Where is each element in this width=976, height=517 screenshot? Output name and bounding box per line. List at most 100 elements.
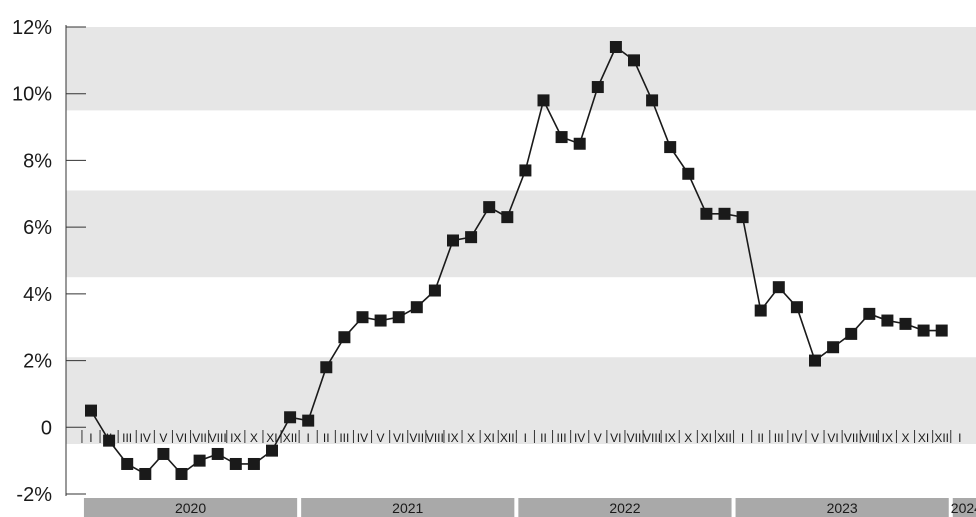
x-month-label: XII [934, 431, 949, 445]
x-month-label: I [741, 431, 744, 445]
x-axis: IIIIIIIVVVIVIIVIIIIXXXIXIIIIIIIIIVVVIVII… [81, 430, 961, 445]
x-month-label: XI [266, 431, 277, 445]
x-month-label: XII [283, 431, 298, 445]
x-month-label: VII [192, 431, 207, 445]
x-month-label: VI [393, 431, 404, 445]
data-point [266, 444, 278, 457]
year-bar [735, 498, 949, 517]
y-tick-label: -2% [16, 484, 52, 506]
x-month-label: VIII [426, 431, 444, 445]
data-point [573, 137, 586, 150]
year-label: 2022 [609, 500, 640, 516]
x-month-label: X [250, 431, 258, 445]
year-bar [301, 498, 515, 517]
year-label: 2021 [392, 500, 423, 516]
data-point [447, 234, 459, 247]
data-point [827, 341, 840, 354]
data-point [917, 324, 930, 337]
y-tick-label: 10% [12, 84, 52, 106]
y-axis: -2% 0 2% 4% 6% 8% 10% 12% [12, 17, 86, 506]
y-tick-label: 6% [23, 217, 52, 239]
data-point [193, 454, 206, 467]
x-month-label: V [811, 431, 819, 445]
year-bar [952, 498, 976, 517]
x-month-label: V [159, 431, 167, 445]
data-point [284, 411, 297, 424]
x-month-label: VIII [643, 431, 661, 445]
data-point [754, 304, 767, 317]
data-point [501, 211, 514, 224]
x-month-label: VII [409, 431, 424, 445]
x-month-label: V [594, 431, 602, 445]
data-point [772, 281, 785, 294]
data-point [428, 284, 441, 297]
data-point [628, 54, 640, 67]
x-month-label: X [901, 431, 909, 445]
grid-band [66, 190, 976, 278]
data-point [700, 207, 713, 220]
data-point [790, 301, 803, 314]
grid-band [66, 357, 976, 444]
year-label: 2024 [951, 500, 976, 516]
plot-area [85, 41, 948, 480]
data-point [374, 314, 387, 327]
data-point [85, 404, 97, 417]
grid-bands [66, 27, 976, 444]
x-month-label: XII [500, 431, 515, 445]
x-month-label: VII [844, 431, 859, 445]
data-point [465, 231, 478, 244]
x-month-label: II [323, 431, 330, 445]
data-point [899, 317, 912, 330]
data-point [229, 457, 242, 470]
x-month-label: II [757, 431, 764, 445]
x-month-label: IX [230, 431, 241, 445]
data-point [139, 467, 152, 480]
x-month-label: I [306, 431, 309, 445]
x-month-label: VIII [860, 431, 878, 445]
data-point [338, 331, 351, 344]
data-point [682, 167, 695, 180]
data-point [302, 414, 315, 427]
x-month-label: VI [176, 431, 187, 445]
x-month-label: XI [483, 431, 494, 445]
y-tick-label: 2% [23, 351, 52, 373]
x-month-label: III [557, 431, 567, 445]
y-tick-label: 4% [23, 284, 52, 306]
x-month-label: I [524, 431, 527, 445]
data-point [247, 457, 260, 470]
x-month-label: IV [574, 431, 585, 445]
year-bar [518, 498, 732, 517]
data-point [555, 131, 568, 144]
data-point [519, 164, 532, 177]
x-month-label: IV [791, 431, 802, 445]
x-month-label: IX [447, 431, 458, 445]
data-point [881, 314, 894, 327]
year-label: 2023 [827, 500, 858, 516]
data-point [121, 457, 134, 470]
x-month-label: III [339, 431, 349, 445]
data-point [211, 447, 224, 460]
x-month-label: IV [357, 431, 368, 445]
x-month-label: V [377, 431, 385, 445]
data-point [863, 307, 876, 320]
x-month-label: III [774, 431, 784, 445]
year-label: 2020 [175, 500, 206, 516]
data-point [809, 354, 821, 367]
data-point [537, 94, 550, 107]
x-month-label: X [467, 431, 475, 445]
x-month-label: XI [701, 431, 712, 445]
year-bar [83, 498, 298, 517]
data-point [591, 81, 604, 94]
data-point [483, 201, 496, 214]
data-point [157, 447, 170, 460]
x-month-label: VI [827, 431, 838, 445]
data-point [646, 94, 659, 107]
x-month-label: IX [882, 431, 893, 445]
x-month-label: XII [717, 431, 732, 445]
data-point [103, 434, 116, 447]
y-tick-label: 0 [41, 417, 52, 439]
x-month-label: XI [918, 431, 929, 445]
x-month-label: II [540, 431, 547, 445]
data-point [320, 361, 333, 374]
